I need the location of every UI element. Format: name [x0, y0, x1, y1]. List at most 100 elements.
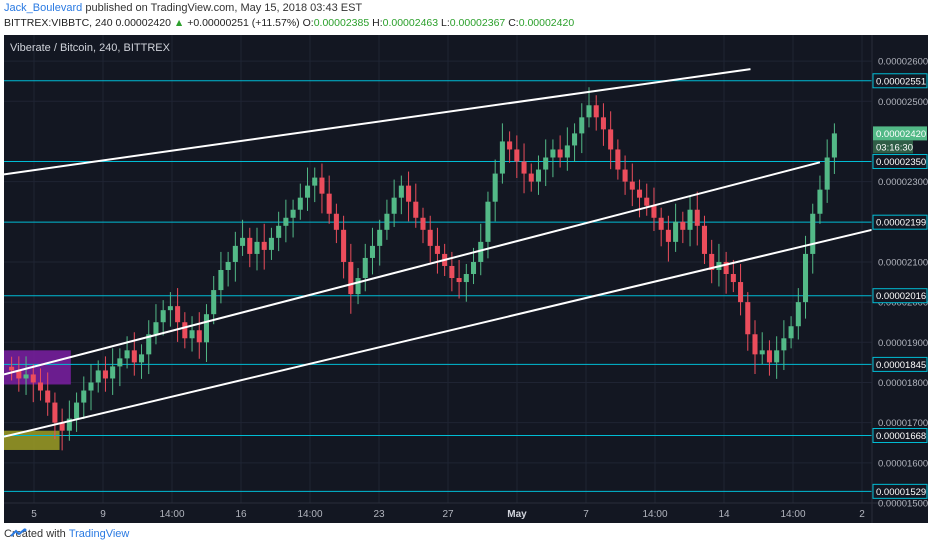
candle-body — [276, 225, 282, 238]
channel-line — [4, 68, 751, 176]
tradingview-link[interactable]: TradingView — [68, 528, 130, 540]
candle-body — [138, 354, 145, 363]
y-tick-label: 0.00002600 — [878, 57, 928, 68]
x-tick-label: 7 — [583, 509, 589, 520]
candle-body — [492, 173, 498, 202]
candle-body — [507, 141, 513, 150]
candle-body — [824, 157, 830, 190]
candle-body — [709, 253, 715, 270]
candle-body — [543, 157, 549, 170]
low-label: L: — [441, 17, 450, 29]
candle-body — [384, 213, 390, 230]
candle-body — [110, 366, 116, 379]
candle-body — [759, 350, 765, 355]
candle-body — [369, 245, 376, 258]
level-label-box — [872, 154, 928, 170]
candle-body — [240, 237, 246, 246]
candle-body — [788, 326, 794, 339]
candle-body — [189, 330, 195, 339]
candle-body — [167, 306, 173, 311]
x-tick-label: 14:00 — [642, 509, 667, 520]
candle-body — [283, 217, 289, 226]
y-tick-label: 0.00001600 — [878, 458, 928, 469]
candle-body — [196, 330, 202, 343]
candle-body — [810, 213, 816, 254]
candle-body — [290, 209, 296, 218]
candle-body — [326, 193, 332, 214]
highlight-zone-1 — [4, 350, 71, 385]
level-label: 0.00001845 — [876, 360, 926, 371]
candle-body — [333, 213, 339, 230]
candle-body — [23, 374, 29, 379]
candle-body — [593, 105, 599, 118]
candle-body — [355, 278, 361, 295]
candle-body — [550, 149, 556, 158]
candle-body — [694, 209, 700, 226]
last-price-box — [873, 126, 927, 141]
candle-body — [636, 189, 643, 198]
candle-body — [52, 402, 58, 423]
candle-body — [218, 269, 224, 291]
candle-body — [629, 181, 635, 190]
candle-body — [131, 350, 137, 363]
candle-body — [781, 338, 787, 351]
candle-body — [802, 253, 809, 303]
candle-body — [203, 314, 210, 343]
y-tick-label: 0.00001500 — [878, 499, 928, 510]
tradingview-logo-icon — [10, 528, 27, 537]
level-label: 0.00001668 — [876, 431, 926, 442]
publish-info: Jack_Boulevard published on TradingView.… — [4, 2, 362, 14]
candle-body — [319, 177, 325, 194]
candle-body — [297, 197, 303, 210]
candle-body — [225, 261, 231, 270]
y-tick-label: 0.00002500 — [878, 97, 928, 108]
candle-body — [16, 370, 22, 379]
x-tick-label: May — [507, 509, 527, 520]
candle-body — [160, 310, 166, 323]
candle-body — [564, 145, 570, 158]
price-chart[interactable]: 0.00002600 0.00002500 0.00002300 0.00002100… — [4, 35, 928, 523]
ohlc-bar: BITTREX:VIBBTC, 240 0.00002420 ▲ +0.0000… — [4, 17, 574, 29]
high-value: 0.00002463 — [382, 17, 439, 29]
candle-body — [745, 302, 751, 335]
candle-body — [615, 149, 621, 170]
chart-area[interactable]: 0.00002600 0.00002500 0.00002300 0.00002100… — [4, 35, 928, 523]
candle-body — [535, 169, 542, 182]
open-label: O: — [302, 17, 314, 29]
author-link[interactable]: Jack_Boulevard — [4, 2, 83, 14]
candle-body — [673, 221, 679, 242]
candle-body — [586, 105, 592, 118]
candle-body — [182, 322, 188, 339]
open-value: 0.00002385 — [313, 17, 370, 29]
level-label-box — [872, 428, 928, 444]
candle-body — [665, 229, 671, 242]
y-tick-label: 0.00002300 — [878, 177, 928, 188]
level-label: 0.00002199 — [876, 218, 926, 229]
level-label-box — [872, 214, 928, 230]
x-tick-label: 5 — [31, 509, 37, 520]
candle-body — [795, 302, 801, 327]
candle-body — [456, 278, 462, 283]
candle-body — [391, 197, 397, 214]
published-text: published on TradingView.com, May 15, 20… — [85, 2, 363, 14]
candle-body — [528, 173, 534, 182]
candle-body — [766, 350, 772, 363]
footer: Created with TradingView — [4, 528, 928, 548]
level-label: 0.00002350 — [876, 157, 926, 168]
candle-body — [651, 205, 657, 218]
level-label: 0.00002551 — [876, 76, 926, 87]
candle-body — [420, 217, 426, 230]
candle-body — [261, 241, 267, 250]
candle-body — [752, 334, 758, 355]
candle-body — [427, 229, 433, 246]
close-label: C: — [508, 17, 519, 29]
candle-body — [66, 418, 72, 431]
candle-body — [117, 358, 123, 367]
candle-body — [831, 133, 837, 158]
candle-body — [413, 201, 419, 218]
candle-body — [175, 306, 181, 323]
candle-body — [45, 390, 51, 403]
channel-line — [4, 161, 821, 376]
y-tick-label: 0.00002100 — [878, 257, 928, 268]
highlight-zone-2 — [4, 430, 60, 450]
